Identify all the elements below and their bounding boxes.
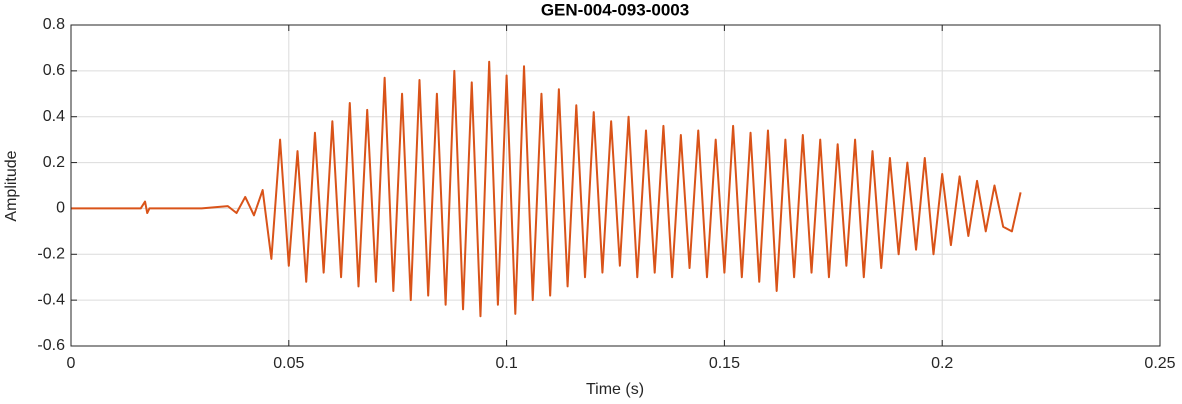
y-tick-label: -0.2 — [37, 246, 65, 263]
chart-title: GEN-004-093-0003 — [541, 0, 689, 19]
y-tick-label: -0.6 — [37, 337, 65, 354]
x-tick-label: 0.25 — [1144, 355, 1175, 372]
y-axis-label: Amplitude — [3, 150, 20, 221]
x-tick-label: 0.15 — [709, 355, 740, 372]
x-tick-label: 0 — [67, 355, 76, 372]
x-tick-label: 0.05 — [273, 355, 304, 372]
y-tick-label: 0 — [56, 200, 65, 217]
plot-frame — [70, 24, 1161, 347]
y-tick-label: 0.2 — [43, 154, 65, 171]
y-tick-label: 0.8 — [43, 16, 65, 33]
x-tick-label: 0.1 — [495, 355, 517, 372]
x-axis-label: Time (s) — [586, 381, 644, 398]
waveform-line — [71, 60, 1022, 318]
y-tick-label: -0.4 — [37, 291, 65, 308]
y-tick-label: 0.4 — [43, 108, 65, 125]
y-tick-label: 0.6 — [43, 62, 65, 79]
x-tick-label: 0.2 — [931, 355, 953, 372]
